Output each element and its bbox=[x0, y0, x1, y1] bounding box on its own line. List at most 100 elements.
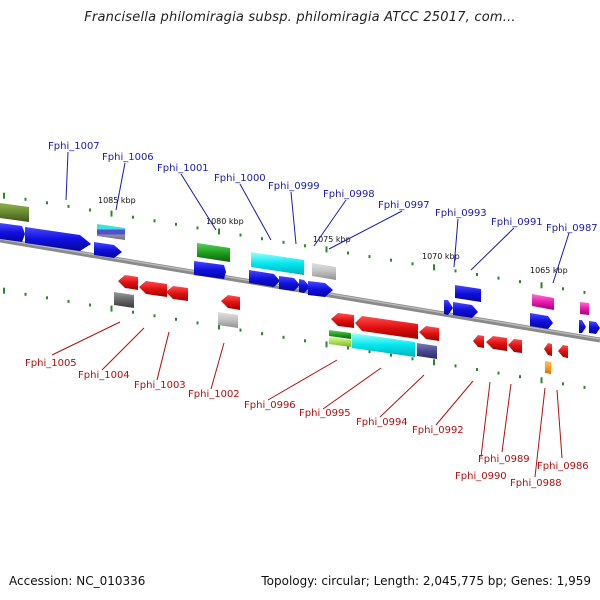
gene-feature[interactable] bbox=[251, 252, 304, 275]
gene-feature[interactable] bbox=[312, 263, 336, 280]
gene-label[interactable]: Fphi_1004 bbox=[78, 370, 130, 381]
gene-feature[interactable] bbox=[544, 343, 552, 356]
gene-feature[interactable] bbox=[352, 333, 415, 357]
minor-tick bbox=[454, 364, 457, 368]
minor-tick bbox=[196, 321, 199, 325]
minor-tick bbox=[67, 204, 70, 208]
gene-label[interactable]: Fphi_0990 bbox=[455, 471, 507, 482]
minor-tick bbox=[175, 317, 177, 321]
reverse-strand-genes bbox=[114, 275, 568, 374]
gene-label[interactable]: Fphi_0988 bbox=[510, 478, 562, 489]
major-tick bbox=[325, 341, 328, 348]
major-tick bbox=[325, 246, 328, 253]
gene-label[interactable]: Fphi_1007 bbox=[48, 141, 100, 152]
gene-feature[interactable] bbox=[299, 279, 310, 293]
bottom-leader-lines bbox=[51, 321, 563, 478]
gene-label[interactable]: Fphi_1001 bbox=[157, 163, 209, 174]
gene-feature[interactable] bbox=[545, 361, 551, 374]
gene-feature[interactable] bbox=[419, 326, 439, 341]
gene-feature[interactable] bbox=[308, 281, 333, 297]
minor-tick bbox=[411, 262, 414, 266]
minor-tick bbox=[46, 201, 48, 205]
gene-label[interactable]: Fphi_0991 bbox=[491, 217, 543, 228]
gene-feature[interactable] bbox=[455, 285, 481, 302]
minor-tick bbox=[175, 222, 177, 226]
minor-tick bbox=[368, 350, 371, 354]
scale-label: 1080 kbp bbox=[206, 217, 244, 226]
gene-label[interactable]: Fphi_0987 bbox=[546, 223, 598, 234]
gene-feature[interactable] bbox=[249, 270, 280, 287]
bottom-gene-labels: Fphi_1005 Fphi_1004 Fphi_1003 Fphi_1002 … bbox=[25, 358, 589, 489]
gene-feature[interactable] bbox=[197, 243, 230, 262]
gene-feature[interactable] bbox=[486, 336, 507, 351]
gene-feature[interactable] bbox=[589, 321, 600, 334]
gene-label[interactable]: Fphi_0999 bbox=[268, 181, 320, 192]
gene-feature[interactable] bbox=[355, 316, 418, 339]
gene-feature[interactable] bbox=[329, 330, 351, 339]
minor-tick bbox=[583, 290, 586, 294]
gene-label[interactable]: Fphi_1003 bbox=[134, 380, 186, 391]
minor-tick bbox=[390, 258, 392, 262]
minor-tick bbox=[562, 287, 564, 291]
minor-tick bbox=[562, 382, 564, 386]
gene-feature[interactable] bbox=[530, 313, 553, 329]
minor-tick bbox=[239, 233, 242, 237]
gene-feature[interactable] bbox=[118, 275, 138, 290]
gene-label[interactable]: Fphi_0998 bbox=[323, 189, 375, 200]
gene-feature[interactable] bbox=[166, 286, 188, 301]
gene-feature[interactable] bbox=[329, 337, 351, 347]
gene-feature[interactable] bbox=[417, 343, 437, 359]
gene-feature[interactable] bbox=[218, 312, 238, 328]
gene-label[interactable]: Fphi_0994 bbox=[356, 417, 408, 428]
gene-label[interactable]: Fphi_1000 bbox=[214, 173, 266, 184]
gene-feature[interactable] bbox=[579, 320, 586, 333]
minor-tick bbox=[196, 226, 199, 230]
gene-label[interactable]: Fphi_1006 bbox=[102, 152, 154, 163]
gene-label[interactable]: Fphi_1005 bbox=[25, 358, 77, 369]
minor-tick bbox=[239, 328, 242, 332]
gene-feature[interactable] bbox=[25, 227, 91, 251]
gene-label[interactable]: Fphi_0986 bbox=[537, 461, 589, 472]
gene-feature[interactable] bbox=[194, 261, 226, 279]
gene-label[interactable]: Fphi_0996 bbox=[244, 400, 296, 411]
minor-tick bbox=[347, 346, 349, 350]
gene-feature[interactable] bbox=[0, 203, 29, 222]
gene-feature[interactable] bbox=[473, 335, 484, 348]
gene-feature[interactable] bbox=[114, 292, 134, 308]
gene-feature[interactable] bbox=[94, 242, 122, 258]
scale-labels: 1085 kbp 1080 kbp 1075 kbp 1070 kbp 1065… bbox=[98, 196, 568, 275]
map-title: Francisella philomiragia subsp. philomir… bbox=[84, 10, 516, 25]
gene-feature[interactable] bbox=[453, 302, 478, 318]
gene-feature[interactable] bbox=[221, 295, 240, 310]
minor-tick bbox=[132, 215, 134, 219]
gene-feature[interactable] bbox=[580, 302, 589, 315]
gene-feature[interactable] bbox=[532, 294, 554, 310]
minor-tick bbox=[390, 353, 392, 357]
gene-feature[interactable] bbox=[508, 339, 522, 353]
minor-tick bbox=[67, 299, 70, 303]
minor-tick bbox=[153, 219, 156, 223]
minor-tick bbox=[282, 335, 285, 339]
gene-feature[interactable] bbox=[558, 345, 568, 358]
minor-tick bbox=[304, 339, 306, 343]
accession-text: Accession: NC_010336 bbox=[9, 574, 146, 588]
gene-feature[interactable] bbox=[97, 224, 125, 240]
minor-tick bbox=[132, 310, 134, 314]
minor-tick bbox=[46, 296, 48, 300]
minor-tick bbox=[24, 197, 27, 201]
minor-tick bbox=[261, 237, 263, 241]
top-leader-lines bbox=[65, 151, 570, 284]
gene-feature[interactable] bbox=[139, 281, 167, 297]
gene-label[interactable]: Fphi_0993 bbox=[435, 208, 487, 219]
gene-label[interactable]: Fphi_0995 bbox=[299, 408, 351, 419]
gene-feature[interactable] bbox=[279, 276, 300, 291]
gene-label[interactable]: Fphi_0989 bbox=[478, 454, 530, 465]
gene-label[interactable]: Fphi_0992 bbox=[412, 425, 464, 436]
gene-feature[interactable] bbox=[331, 313, 354, 328]
gene-label[interactable]: Fphi_1002 bbox=[188, 389, 240, 400]
gene-label[interactable]: Fphi_0997 bbox=[378, 200, 430, 211]
gene-feature[interactable] bbox=[444, 300, 453, 315]
scale-ticks-inner bbox=[3, 287, 586, 389]
gene-feature[interactable] bbox=[0, 223, 25, 242]
